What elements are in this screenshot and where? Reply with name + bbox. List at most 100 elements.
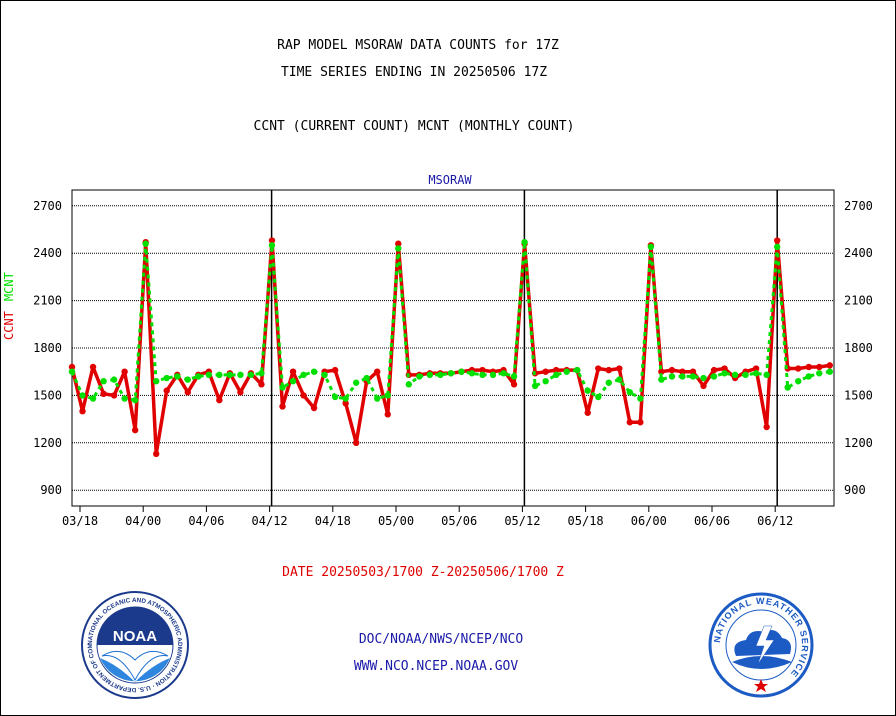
point-ccnt	[163, 387, 170, 394]
point-mcnt	[500, 370, 507, 377]
point-ccnt	[616, 365, 623, 372]
point-mcnt	[89, 395, 97, 402]
point-mcnt	[552, 371, 560, 379]
x-tick-label: 04/06	[188, 514, 224, 528]
point-mcnt	[805, 373, 812, 380]
point-ccnt	[331, 366, 339, 374]
x-tick-label: 05/06	[441, 514, 477, 528]
grid-layer	[72, 190, 834, 506]
point-mcnt	[416, 373, 423, 380]
point-mcnt	[163, 374, 170, 382]
point-mcnt	[374, 395, 381, 402]
point-mcnt	[110, 376, 118, 383]
noaa-logo-icon: NOAA NATIONAL OCEANIC AND ATMOSPHERIC AD…	[80, 590, 189, 699]
point-ccnt	[384, 411, 391, 418]
point-mcnt	[205, 371, 213, 379]
point-mcnt	[584, 387, 591, 394]
point-mcnt	[331, 393, 339, 401]
point-ccnt	[679, 368, 686, 375]
point-mcnt	[195, 373, 202, 380]
point-ccnt	[110, 392, 118, 399]
y-tick-label-left: 2400	[33, 246, 62, 260]
point-mcnt	[784, 384, 791, 391]
point-ccnt	[300, 392, 307, 399]
point-mcnt	[531, 382, 539, 390]
x-tick-label: 04/00	[125, 514, 161, 528]
date-range: DATE 20250503/1700 Z-20250506/1700 Z	[282, 565, 564, 580]
point-mcnt	[679, 373, 686, 380]
point-ccnt	[131, 426, 139, 434]
point-ccnt	[637, 419, 644, 426]
point-mcnt	[405, 381, 412, 388]
point-ccnt	[510, 381, 518, 388]
point-mcnt	[721, 370, 728, 377]
y-tick-label-left: 2700	[33, 199, 62, 213]
point-mcnt	[184, 376, 191, 383]
point-ccnt	[752, 365, 760, 372]
point-mcnt	[563, 368, 570, 375]
point-mcnt	[100, 377, 107, 385]
point-mcnt	[174, 373, 181, 380]
point-ccnt	[805, 363, 812, 371]
y-tick-label-left: 1200	[33, 436, 62, 450]
chart-title: MSORAW	[428, 173, 472, 187]
x-tick-label: 05/12	[504, 514, 540, 528]
point-mcnt	[816, 370, 823, 377]
y-tick-label-right: 1500	[844, 388, 873, 402]
point-mcnt	[342, 395, 349, 402]
point-mcnt	[131, 396, 139, 404]
point-mcnt	[279, 384, 286, 391]
point-mcnt	[658, 376, 665, 383]
point-mcnt	[289, 377, 297, 385]
header-line-2: TIME SERIES ENDING IN 20250506 17Z	[280, 65, 548, 80]
point-ccnt	[542, 368, 549, 375]
y-tick-label-right: 1800	[844, 341, 873, 355]
point-ccnt	[342, 400, 349, 407]
x-tick-label: 03/18	[62, 514, 98, 528]
point-mcnt	[731, 371, 739, 379]
point-mcnt	[142, 240, 149, 247]
y-tick-label-left: 1800	[33, 341, 62, 355]
point-ccnt	[626, 419, 634, 426]
nws-logo-icon: NATIONAL WEATHER SERVICE	[708, 592, 814, 698]
y-tick-label-left: 1500	[33, 388, 62, 402]
header-line-1: RAP MODEL MSORAW DATA COUNTS for 17Z	[277, 38, 559, 53]
point-ccnt	[374, 368, 381, 375]
point-ccnt	[184, 389, 191, 396]
series-layer	[68, 237, 833, 458]
y-tick-label-right: 2700	[844, 199, 873, 213]
point-ccnt	[668, 366, 676, 374]
x-tick-label: 06/06	[694, 514, 730, 528]
point-mcnt	[479, 371, 486, 379]
point-ccnt	[268, 237, 276, 244]
point-mcnt	[710, 373, 718, 380]
y-tick-label-left: 2100	[33, 294, 62, 308]
point-mcnt	[447, 370, 455, 377]
point-mcnt	[595, 393, 602, 401]
y-tick-label-left: 900	[40, 483, 62, 497]
point-mcnt	[489, 371, 497, 379]
point-ccnt	[721, 365, 728, 372]
y-tick-label-right: 2400	[844, 246, 873, 260]
point-ccnt	[584, 409, 591, 416]
point-ccnt	[216, 396, 223, 404]
point-ccnt	[552, 366, 560, 374]
point-ccnt	[289, 368, 297, 375]
plot-frame	[71, 189, 835, 507]
point-ccnt	[595, 365, 602, 372]
point-ccnt	[121, 368, 128, 375]
url-link[interactable]: WWW.NCO.NCEP.NOAA.GOV	[353, 659, 519, 674]
point-mcnt	[153, 377, 160, 385]
point-ccnt	[763, 423, 770, 431]
point-ccnt	[153, 450, 160, 458]
point-mcnt	[795, 377, 802, 385]
y-tick-label-right: 900	[844, 483, 866, 497]
axis-layer: 900 900 1200 1200 1500 1500 1800 1800 2100 2100 24…	[33, 189, 873, 528]
org-text: DOC/NOAA/NWS/NCEP/NCO	[358, 632, 524, 647]
point-ccnt	[816, 363, 823, 371]
point-ccnt	[826, 362, 833, 369]
x-tick-label: 05/18	[568, 514, 604, 528]
point-mcnt	[626, 389, 634, 396]
point-mcnt	[668, 373, 676, 380]
